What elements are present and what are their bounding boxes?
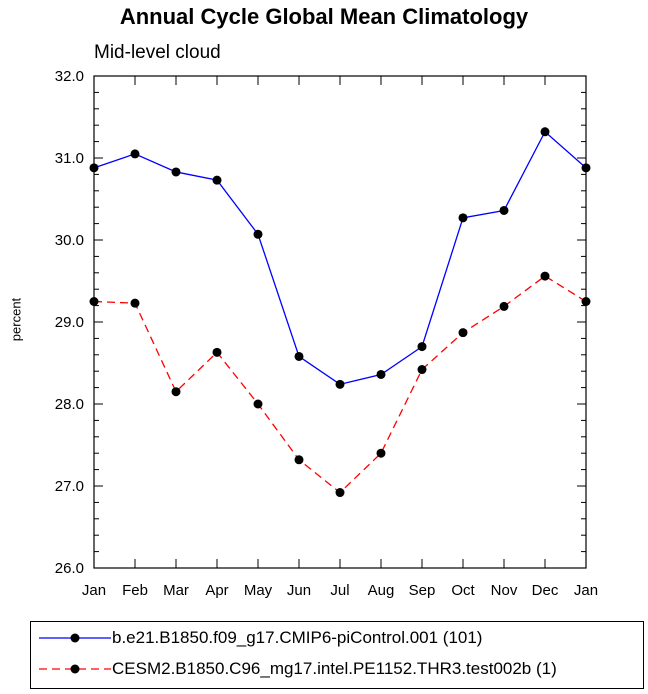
y-tick-label: 30.0 bbox=[55, 232, 84, 249]
x-tick-label: Aug bbox=[368, 582, 395, 599]
x-tick-label: Jan bbox=[574, 582, 598, 599]
data-point-series-1 bbox=[581, 163, 591, 173]
x-tick-label: Jul bbox=[330, 582, 349, 599]
data-point-series-1 bbox=[335, 379, 345, 389]
y-tick-label: 29.0 bbox=[55, 314, 84, 331]
legend-swatches bbox=[39, 633, 111, 674]
chart-title: Annual Cycle Global Mean Climatology bbox=[119, 4, 529, 29]
legend-label-series-1: b.e21.B1850.f09_g17.CMIP6-piControl.001 … bbox=[112, 628, 483, 647]
data-point-series-2 bbox=[212, 347, 222, 357]
data-point-series-1 bbox=[417, 342, 427, 352]
data-point-series-1 bbox=[130, 149, 140, 159]
data-point-series-1 bbox=[171, 167, 181, 177]
x-tick-label: Dec bbox=[532, 582, 559, 599]
data-point-series-2 bbox=[581, 297, 591, 306]
data-point-series-2 bbox=[540, 271, 550, 281]
x-tick-label: Sep bbox=[409, 582, 436, 599]
data-point-series-2 bbox=[130, 298, 140, 308]
data-point-series-1 bbox=[499, 205, 509, 215]
data-point-series-2 bbox=[294, 455, 304, 465]
legend-label-series-2: CESM2.B1850.C96_mg17.intel.PE1152.THR3.t… bbox=[112, 659, 557, 678]
legend-marker-series-1 bbox=[70, 633, 80, 643]
data-point-series-2 bbox=[417, 365, 427, 375]
data-point-series-1 bbox=[294, 351, 304, 361]
x-tick-label: Oct bbox=[451, 582, 475, 599]
x-tick-label: May bbox=[244, 582, 273, 599]
x-tick-label: Jun bbox=[287, 582, 311, 599]
data-point-series-2 bbox=[376, 448, 386, 458]
y-tick-label: 26.0 bbox=[55, 560, 84, 577]
y-tick-label: 31.0 bbox=[55, 150, 84, 167]
x-tick-label: Jan bbox=[82, 582, 106, 599]
line-chart: 26.0 27.0 28.0 29.0 30.0 31.0 32.0 Jan Feb Mar Apr… bbox=[55, 68, 598, 599]
data-point-series-1 bbox=[540, 127, 550, 137]
data-point-series-1 bbox=[458, 213, 468, 223]
x-tick-label: Apr bbox=[205, 582, 228, 599]
data-point-series-1 bbox=[253, 229, 263, 239]
y-tick-label: 28.0 bbox=[55, 396, 84, 413]
legend-marker-series-2 bbox=[70, 664, 80, 674]
data-point-series-2 bbox=[499, 301, 509, 311]
x-tick-label: Nov bbox=[491, 582, 518, 599]
x-tick-label: Mar bbox=[163, 582, 189, 599]
y-tick-label: 27.0 bbox=[55, 478, 84, 495]
data-point-series-1 bbox=[212, 175, 222, 185]
y-tick-label: 32.0 bbox=[55, 68, 84, 85]
data-point-series-2 bbox=[458, 328, 468, 338]
data-point-series-2 bbox=[253, 399, 263, 409]
data-point-series-1 bbox=[376, 369, 386, 379]
data-point-series-2 bbox=[89, 297, 99, 306]
x-tick-label: Feb bbox=[122, 582, 148, 599]
data-point-series-1 bbox=[89, 163, 99, 173]
data-point-series-2 bbox=[335, 488, 345, 498]
series-line-1 bbox=[93, 130, 587, 386]
data-point-series-2 bbox=[171, 387, 181, 397]
legend: b.e21.B1850.f09_g17.CMIP6-piControl.001 … bbox=[30, 621, 644, 689]
chart-subtitle: Mid-level cloud bbox=[94, 42, 221, 63]
